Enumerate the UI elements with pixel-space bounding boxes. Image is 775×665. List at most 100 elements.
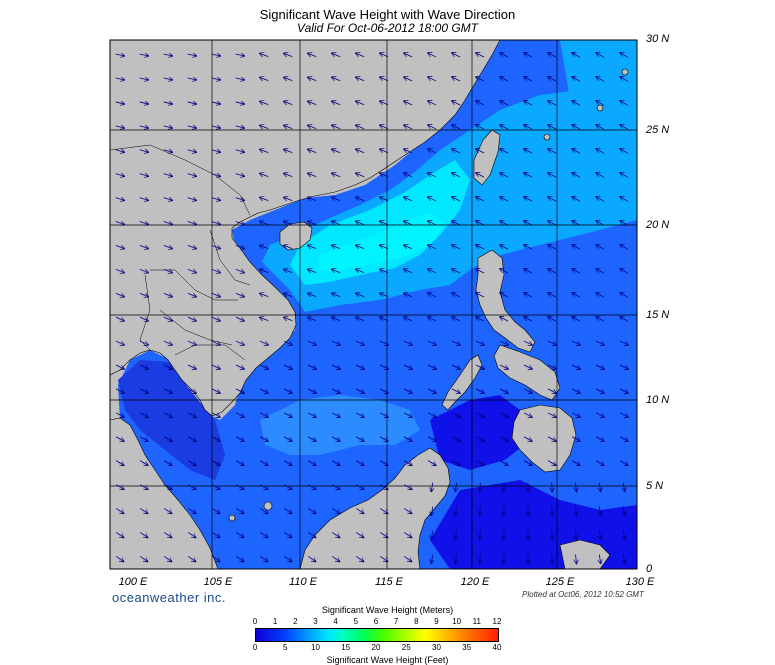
wave-direction-arrow [187, 126, 197, 128]
wave-direction-arrow [139, 316, 148, 321]
wave-direction-arrow [380, 293, 389, 298]
wave-direction-arrow [380, 269, 389, 274]
wave-direction-arrow [355, 388, 364, 393]
wave-direction-arrow [308, 484, 316, 490]
wave-direction-arrow [139, 126, 149, 128]
wave-direction-arrow [115, 126, 125, 128]
wave-direction-arrow [380, 101, 389, 106]
wave-direction-arrow [331, 460, 340, 466]
wave-direction-arrow [500, 125, 509, 130]
wave-direction-arrow [283, 364, 292, 369]
wave-direction-arrow [524, 245, 533, 250]
wave-direction-arrows [115, 53, 628, 564]
wave-direction-arrow [455, 530, 456, 540]
colorbar [255, 628, 499, 642]
wave-direction-arrow [212, 532, 219, 537]
wave-direction-arrow [164, 484, 172, 490]
wave-direction-arrow [115, 150, 125, 152]
wave-direction-arrow [283, 460, 292, 466]
wave-direction-arrow [163, 54, 173, 56]
colorbar-feet-tick: 40 [492, 643, 502, 652]
lon-label-115e: 115 E [375, 576, 403, 588]
map-frame [109, 39, 638, 570]
wave-direction-arrow [548, 269, 557, 274]
wave-direction-arrow [284, 532, 291, 537]
wave-direction-arrow [307, 364, 316, 369]
wave-direction-arrow [380, 197, 389, 202]
wave-direction-arrow [115, 436, 124, 442]
wave-direction-arrow [619, 412, 628, 417]
wave-direction-arrow [524, 101, 533, 106]
wave-direction-arrow [596, 125, 605, 130]
wave-direction-arrow [284, 125, 293, 128]
colorbar-feet-tick: 0 [252, 643, 258, 652]
colorbar-meter-tick: 0 [252, 617, 258, 626]
wave-direction-arrow [284, 293, 293, 296]
wave-direction-arrow [431, 530, 432, 540]
wave-direction-arrow [548, 101, 557, 106]
wave-direction-arrow [379, 364, 388, 369]
wave-direction-arrow [572, 77, 581, 82]
colorbar-feet-tick: 5 [283, 643, 288, 652]
colorbar-meter-tick: 8 [414, 617, 419, 626]
wave-direction-arrow [475, 436, 484, 442]
colorbar-meter-tick: 9 [434, 617, 439, 626]
wave-direction-arrow [403, 460, 412, 466]
wave-direction-arrow [356, 508, 363, 513]
wave-direction-arrow [572, 173, 581, 178]
wave-direction-arrow [356, 77, 365, 82]
wave-direction-arrow [164, 556, 171, 561]
wave-direction-arrow [524, 197, 533, 202]
wave-direction-arrow [428, 317, 437, 322]
wave-direction-arrow [547, 460, 556, 466]
wave-direction-arrow [500, 149, 509, 154]
wave-direction-arrow [452, 149, 461, 154]
wave-direction-arrow [476, 53, 485, 58]
wave-direction-arrow [428, 293, 437, 298]
colorbar-meter-tick: 2 [293, 617, 298, 626]
wave-direction-arrow [187, 221, 196, 224]
wave-direction-arrow [451, 460, 460, 466]
wave-direction-arrow [235, 388, 244, 393]
wave-direction-arrow [356, 173, 365, 178]
wave-direction-arrow [187, 460, 196, 466]
wave-direction-arrow [428, 149, 437, 154]
wave-direction-arrow [308, 508, 315, 513]
wave-direction-arrow [548, 53, 557, 58]
wave-direction-arrow [480, 482, 481, 492]
wave-direction-arrow [235, 198, 245, 201]
colorbar-feet-tick: 30 [432, 643, 441, 652]
wave-direction-arrow [380, 245, 389, 250]
wave-direction-arrow [572, 53, 581, 58]
wave-direction-arrow [308, 125, 317, 130]
mindanao-island [511, 404, 577, 473]
wave-direction-arrow [380, 221, 389, 226]
wave-direction-arrow [307, 460, 316, 466]
wave-direction-arrow [404, 221, 413, 226]
wave-direction-arrow [548, 125, 557, 130]
wave-direction-arrow [211, 316, 220, 321]
borneo-island [299, 447, 451, 569]
wave-direction-arrow [188, 508, 195, 513]
sulawesi-island [559, 539, 611, 569]
wave-direction-arrow [403, 412, 412, 417]
wave-direction-arrow [452, 125, 461, 130]
wave-direction-arrow [572, 125, 581, 130]
wave-direction-arrow [480, 530, 481, 540]
wave-direction-arrow [284, 53, 293, 56]
wave-direction-arrow [260, 125, 269, 128]
wave-direction-arrow [356, 101, 365, 106]
wave-direction-arrow [451, 388, 460, 393]
wave-direction-arrow [332, 53, 341, 58]
wave-direction-arrow [236, 556, 243, 561]
lat-label-0: 0 [646, 563, 653, 575]
colorbar-meter-tick: 5 [353, 617, 359, 626]
lat-label-10n: 10 N [646, 394, 670, 406]
wave-direction-arrow [500, 197, 509, 202]
wave-direction-arrow [235, 221, 244, 224]
wave-direction-arrow [500, 269, 509, 274]
wave-direction-arrow [572, 317, 581, 322]
wave-direction-arrow [431, 482, 432, 492]
wave-direction-arrow [211, 174, 221, 177]
wave-direction-arrow [139, 340, 148, 345]
